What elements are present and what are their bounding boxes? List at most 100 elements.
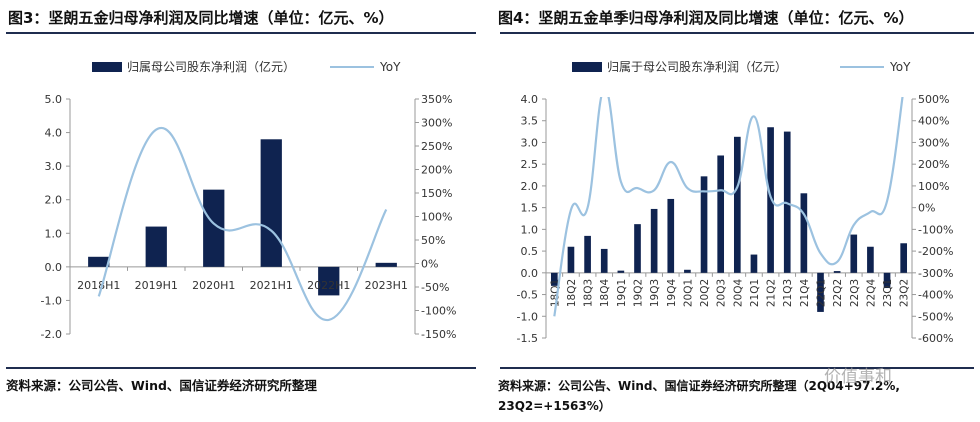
category-label-21Q2: 21Q2	[766, 279, 778, 307]
right-axis-tick-label: 300%	[918, 136, 949, 149]
watermark-text: 价值事和	[824, 367, 892, 387]
left-axis-tick-label: 1.5	[521, 202, 539, 215]
right-axis-tick-label: 50%	[421, 234, 445, 247]
left-axis-tick-label: -1.0	[41, 294, 62, 307]
figure-4-title-rule	[500, 32, 974, 34]
bar-22Q4	[867, 246, 874, 273]
bar-20Q3	[717, 155, 725, 273]
category-label-2022H1: 2022H1	[307, 279, 350, 292]
right-axis-tick-label: -100%	[918, 223, 953, 236]
left-axis-tick-label: 1.0	[521, 223, 539, 236]
category-label-20Q3: 20Q3	[716, 279, 728, 307]
category-label-19Q4: 19Q4	[666, 279, 678, 308]
figure-4-panel: 图4：坚朗五金单季归母净利润及同比增速（单位：亿元、%） 归属于母公司股东净利润…	[494, 0, 980, 422]
bar-19Q2	[634, 224, 641, 273]
legend-line-label: YoY	[379, 60, 401, 74]
left-axis-tick-label: 2.0	[521, 180, 539, 193]
figure-3-source: 资料来源：公司公告、Wind、国信证券经济研究所整理	[6, 378, 317, 393]
category-label-22Q3: 22Q3	[849, 279, 861, 307]
figure-4-source-line2: 23Q2=+1563%）	[498, 399, 611, 413]
bar-21Q4	[800, 193, 808, 273]
bar-18Q1	[550, 272, 558, 286]
right-axis-tick-label: 300%	[421, 117, 452, 130]
bar-2018H1	[88, 256, 110, 267]
bar-18Q4	[600, 248, 608, 273]
bar-22Q3	[850, 234, 858, 273]
right-axis-tick-label: -50%	[421, 281, 449, 294]
right-axis-tick-label: -100%	[421, 305, 456, 318]
bar-23Q2	[900, 243, 908, 273]
right-axis-tick-label: -200%	[918, 245, 953, 258]
figure-4-chart: 归属于母公司股东净利润（亿元） YoY -1.5 -1.0 -0.5 0.0 0.5 1.0 1…	[517, 59, 954, 345]
left-axis-tick-label: -2.0	[41, 328, 62, 341]
right-axis-tick-label: 0%	[421, 258, 438, 271]
figure-4-bottom-rule	[500, 367, 974, 369]
left-axis-tick-label: 0.0	[45, 261, 63, 274]
category-label-20Q1: 20Q1	[682, 279, 694, 307]
left-axis-tick-label: -0.5	[517, 289, 538, 302]
right-axis-tick-label: 500%	[918, 93, 949, 106]
right-axis-tick-label: -150%	[421, 328, 456, 341]
legend: 归属于母公司股东净利润（亿元） YoY	[572, 59, 911, 74]
legend-bar-label: 归属于母公司股东净利润（亿元）	[607, 59, 787, 74]
figure-3-title: 图3：坚朗五金归母净利润及同比增速（单位：亿元、%）	[8, 9, 394, 27]
bar-19Q3	[650, 208, 658, 273]
legend: 归属母公司股东净利润（亿元） YoY	[92, 59, 401, 74]
category-label-21Q1: 21Q1	[749, 279, 761, 307]
bar-2020H1	[203, 189, 225, 267]
right-axis-tick-label: 250%	[421, 140, 452, 153]
right-axis-tick-label: 200%	[421, 164, 452, 177]
category-label-2023H1: 2023H1	[365, 279, 408, 292]
bar-22Q1	[817, 272, 824, 312]
left-axis-tick-label: 3.0	[521, 136, 539, 149]
category-label-22Q1: 22Q1	[816, 279, 828, 307]
category-label-21Q4: 21Q4	[799, 279, 811, 308]
right-axis-tick-label: 0%	[918, 202, 935, 215]
category-label-23Q1: 23Q1	[882, 279, 894, 307]
bar-18Q2	[567, 246, 575, 273]
left-axis-tick-label: 3.5	[521, 115, 539, 128]
yoy-line	[553, 97, 904, 317]
legend-bar-swatch	[572, 62, 602, 72]
legend-bar-label: 归属母公司股东净利润（亿元）	[127, 59, 295, 74]
right-axis-tick-label: 150%	[421, 187, 452, 200]
category-label-18Q3: 18Q3	[583, 279, 595, 307]
yoy-line	[97, 126, 388, 322]
left-axis-tick-label: 5.0	[45, 93, 63, 106]
right-axis-tick-label: -600%	[918, 332, 953, 345]
bar-23Q1	[883, 272, 891, 289]
category-label-18Q4: 18Q4	[599, 279, 611, 308]
bar-21Q2	[767, 127, 774, 273]
left-axis-tick-label: 0.0	[521, 267, 539, 280]
category-label-2020H1: 2020H1	[192, 279, 235, 292]
right-axis-tick-label: 200%	[918, 158, 949, 171]
left-axis-tick-label: 4.0	[45, 127, 63, 140]
figure-4-title: 图4：坚朗五金单季归母净利润及同比增速（单位：亿元、%）	[498, 9, 914, 27]
legend-bar-swatch	[92, 62, 122, 72]
category-label-18Q2: 18Q2	[566, 279, 578, 307]
bar-19Q4	[667, 198, 675, 273]
figure-3-chart: 归属母公司股东净利润（亿元） YoY -2.0 -1.0 0.0 1.0 2.0 3.0 4.0…	[41, 59, 457, 341]
bar-20Q1	[684, 269, 691, 273]
left-axis-tick-label: 3.0	[45, 160, 63, 173]
category-label-22Q2: 22Q2	[832, 279, 844, 307]
right-axis-tick-label: -500%	[918, 310, 953, 323]
bar-20Q2	[700, 176, 708, 273]
left-axis-tick-label: -1.0	[517, 310, 538, 323]
figure-3-panel: 图3：坚朗五金归母净利润及同比增速（单位：亿元、%） 归属母公司股东净利润（亿元…	[0, 0, 482, 422]
figure-4-source-line1: 资料来源：公司公告、Wind、国信证券经济研究所整理（2Q04+97.2%,	[498, 379, 900, 393]
left-axis-tick-label: 1.0	[45, 227, 63, 240]
right-axis-tick-label: 400%	[918, 115, 949, 128]
category-label-2018H1: 2018H1	[77, 279, 120, 292]
right-axis-tick-label: 350%	[421, 93, 452, 106]
left-axis-tick-label: 0.5	[521, 245, 539, 258]
bar-21Q1	[750, 254, 758, 273]
bar-18Q3	[584, 235, 591, 273]
figure-3-title-rule	[6, 32, 476, 34]
right-axis-tick-label: -300%	[918, 267, 953, 280]
category-label-19Q3: 19Q3	[649, 279, 661, 307]
category-label-20Q2: 20Q2	[699, 279, 711, 307]
bar-2021H1	[260, 139, 282, 267]
category-label-20Q4: 20Q4	[732, 279, 744, 308]
legend-line-label: YoY	[889, 60, 911, 74]
